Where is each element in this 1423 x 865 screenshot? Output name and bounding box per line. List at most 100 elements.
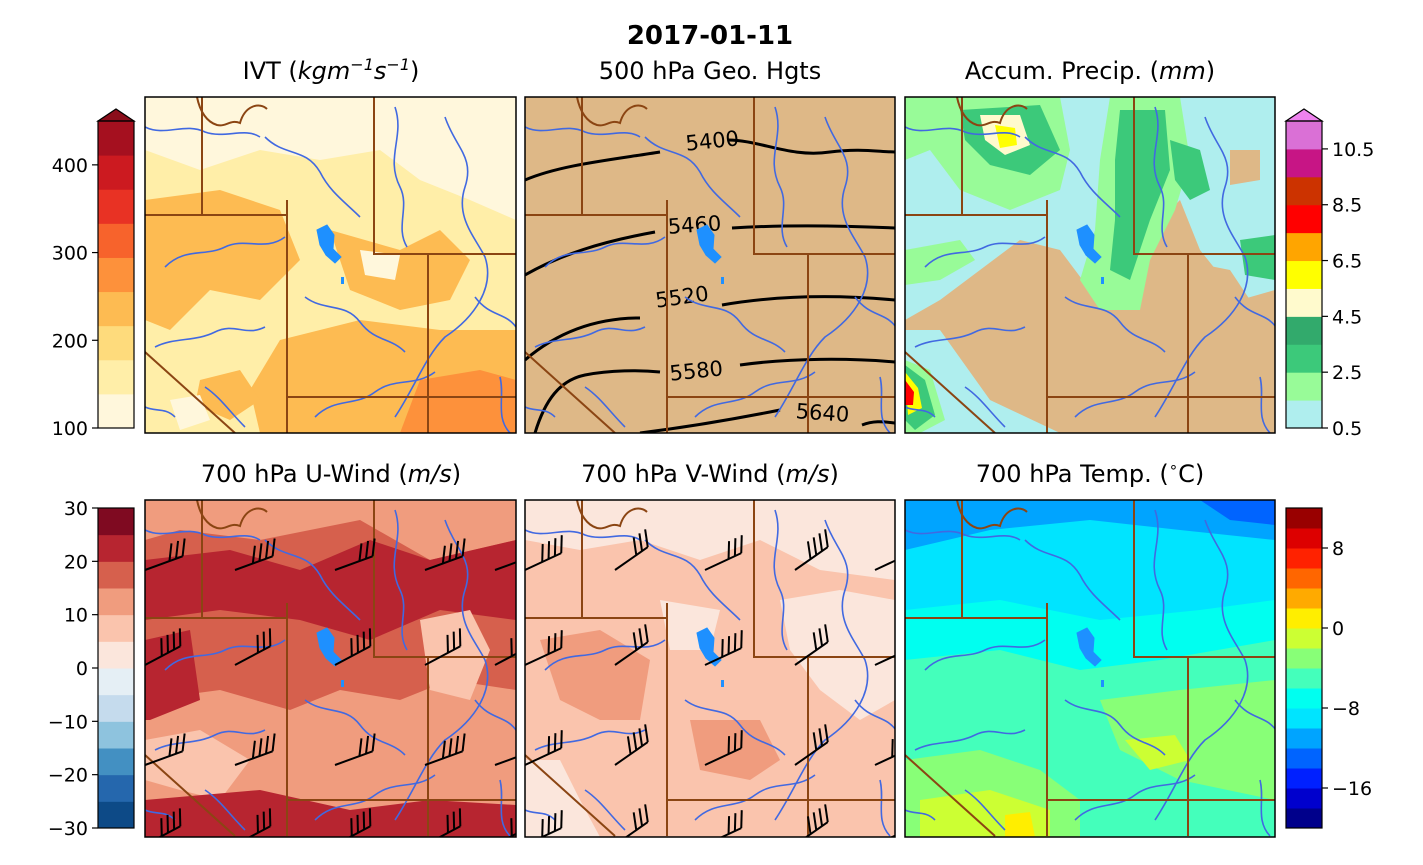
uwind-barbs: [145, 538, 516, 837]
small-lake-shape: [721, 680, 724, 687]
vwind-barbs: [525, 529, 895, 837]
panel-geography-clip: [145, 500, 516, 837]
temp-colorbar: 8 0 −8 −16: [1285, 507, 1372, 829]
wind-barb: [494, 750, 516, 766]
river-line: [914, 729, 1026, 751]
small-lake-shape: [1101, 680, 1104, 687]
wind-barb: [334, 733, 376, 766]
river-line: [204, 789, 246, 831]
panel-geography-3: [905, 97, 1275, 433]
ivt-colorbar-tick-label: 200: [52, 330, 88, 352]
temp-colorbar-swatch: [1286, 648, 1322, 669]
precip-panel-title: Accum. Precip. (mm): [965, 57, 1215, 85]
river-line: [145, 126, 261, 138]
panel-geography-6: [905, 500, 1275, 837]
river-line: [773, 509, 788, 651]
river-line: [164, 236, 286, 268]
river-line: [924, 639, 1046, 671]
river-line: [525, 126, 641, 138]
precip-colorbar-swatch: [1286, 400, 1322, 429]
state-border-line: [196, 97, 268, 127]
wind-barb: [145, 628, 182, 666]
uwind-colorbar-tick-label: −20: [48, 765, 88, 787]
river-line: [879, 376, 891, 433]
ivt-colorbar-swatch: [98, 257, 134, 293]
great-salt-lake-shape: [696, 224, 722, 264]
state-border-line: [956, 500, 1028, 530]
river-line: [394, 116, 489, 418]
temp-colorbar-swatch: [1286, 708, 1322, 729]
river-line: [924, 236, 1046, 268]
small-lake-shape: [341, 680, 344, 687]
wind-barb: [614, 724, 649, 766]
river-line: [584, 386, 626, 428]
ivt-colorbar-swatch: [98, 189, 134, 224]
small-lake-shape: [1101, 277, 1104, 284]
wind-barb: [704, 730, 743, 766]
river-line: [879, 779, 891, 837]
uwind-colorbar-tick-label: 10: [64, 605, 88, 627]
geo-contour-label: 5580: [668, 356, 724, 385]
precip-colorbar-swatch: [1286, 204, 1322, 234]
ivt-map: [145, 97, 516, 433]
great-salt-lake-shape: [316, 224, 342, 264]
vwind-panel-title: 700 hPa V-Wind (m/s): [581, 460, 839, 488]
river-line: [1234, 699, 1275, 731]
river-line: [474, 296, 516, 328]
temp-colorbar-swatch: [1286, 768, 1322, 789]
precip-colorbar-tick-label: 10.5: [1332, 139, 1374, 161]
river-line: [1064, 296, 1166, 353]
temp-colorbar-swatch: [1286, 688, 1322, 709]
uwind-panel-frame: [144, 499, 517, 838]
river-line: [684, 699, 786, 756]
temp-colorbar-tick-label: −8: [1332, 698, 1360, 720]
uwind-colorbar-swatch: [98, 508, 134, 536]
wind-barb: [334, 628, 372, 666]
river-line: [145, 809, 176, 821]
panel-geography-clip: [525, 500, 895, 837]
river-line: [905, 126, 1021, 138]
wind-barb: [424, 538, 466, 571]
wind-barb: [704, 630, 743, 666]
uwind-colorbar-tick-label: −10: [48, 711, 88, 733]
river-line: [854, 296, 895, 328]
panel-geography-clip: [905, 97, 1275, 433]
wind-barb: [525, 535, 563, 571]
ivt-colorbar-swatch: [98, 359, 134, 395]
river-line: [393, 106, 408, 248]
temp-colorbar-tick-label: 8: [1332, 538, 1344, 560]
ivt-colorbar-swatch: [98, 155, 134, 190]
precip-colorbar-swatch: [1286, 316, 1322, 345]
wind-barb: [494, 555, 516, 571]
precip-colorbar-extend-arrow: [1284, 108, 1324, 122]
state-border-line: [1133, 500, 1275, 658]
river-line: [1234, 296, 1275, 328]
state-border-line: [196, 500, 268, 530]
wind-barb: [334, 808, 372, 837]
river-line: [905, 406, 936, 418]
temp-panel-title: 700 hPa Temp. (∘C): [976, 458, 1204, 488]
river-line: [534, 729, 646, 751]
uwind-colorbar-swatch: [98, 561, 134, 589]
great-salt-lake-shape: [1076, 627, 1102, 667]
river-line: [525, 406, 556, 418]
geography-overlays: [145, 97, 1275, 837]
wind-barb: [145, 808, 182, 837]
wind-barb: [234, 808, 272, 837]
small-lake-shape: [721, 277, 724, 284]
temp-colorbar-tick-label: 0: [1332, 618, 1344, 640]
wind-barb: [794, 529, 829, 571]
small-lake-shape: [341, 277, 344, 284]
wind-barb: [794, 724, 829, 766]
uwind-colorbar-swatch: [98, 641, 134, 669]
ivt-colorbar-extend-arrow: [96, 108, 136, 122]
river-line: [534, 326, 646, 348]
precip-colorbar-tick-label: 4.5: [1332, 306, 1362, 328]
wind-barb: [794, 804, 829, 837]
uwind-colorbar-tick-label: 20: [64, 551, 88, 573]
ivt-colorbar-outline: [97, 120, 135, 429]
uwind-colorbar-swatch: [98, 748, 134, 776]
uwind-colorbar-swatch: [98, 801, 134, 829]
precip-colorbar-tick-label: 2.5: [1332, 362, 1362, 384]
